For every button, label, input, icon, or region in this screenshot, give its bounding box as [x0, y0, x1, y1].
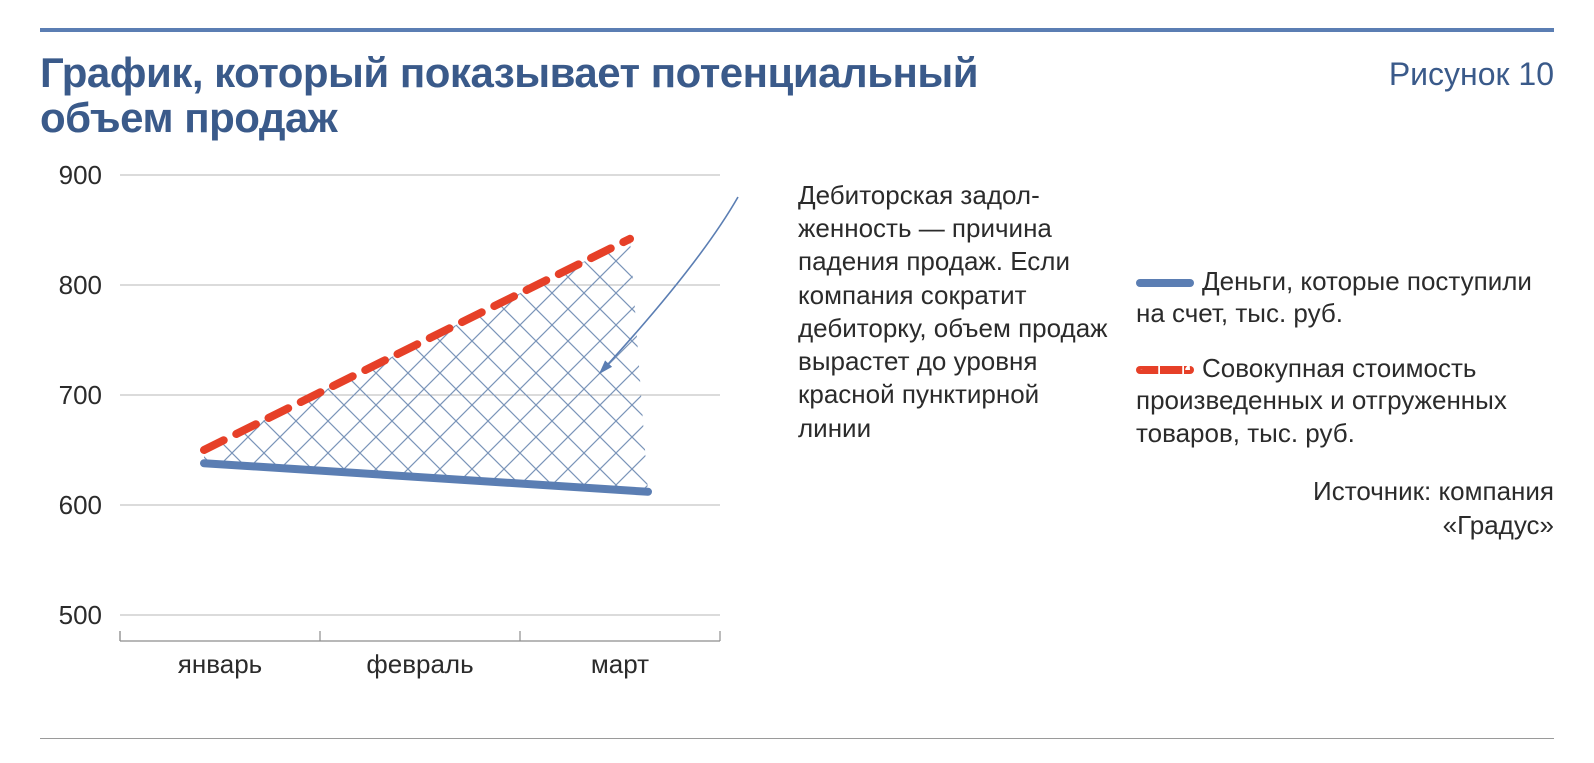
top-rule: [40, 28, 1554, 32]
legend-item-cost: Совокупная стоимость произве­денных и от…: [1136, 352, 1554, 450]
svg-text:500: 500: [59, 600, 102, 630]
figure-number: Рисунок 10: [1389, 50, 1554, 93]
svg-text:600: 600: [59, 490, 102, 520]
chart-column: 500 600 700 800 900 январь февраль март: [40, 165, 770, 685]
figure-title: График, который показывает потенциальный…: [40, 50, 1000, 141]
source-line2: «Градус»: [1443, 510, 1554, 540]
bottom-rule: [40, 738, 1554, 739]
figure-header: График, который показывает потенциальный…: [40, 50, 1554, 141]
svg-text:январь: январь: [178, 649, 262, 679]
source-line1: Источник: компания: [1313, 476, 1554, 506]
svg-text:март: март: [591, 649, 649, 679]
legend-column: Деньги, которые поступили на счет, тыс. …: [1136, 165, 1554, 543]
svg-text:900: 900: [59, 165, 102, 190]
svg-text:февраль: февраль: [366, 649, 473, 679]
svg-text:800: 800: [59, 270, 102, 300]
annotation-column: Дебиторская задол­женность — причи­на па…: [798, 165, 1108, 445]
legend-swatch-dashed: [1136, 366, 1194, 374]
source-credit: Источник: компания «Градус»: [1136, 475, 1554, 543]
figure-container: График, который показывает потенциальный…: [0, 0, 1594, 763]
sales-chart: 500 600 700 800 900 январь февраль март: [40, 165, 770, 685]
legend-label-money: Деньги, которые поступили на счет, тыс. …: [1136, 266, 1532, 329]
figure-body: 500 600 700 800 900 январь февраль март Дебитор…: [40, 165, 1554, 685]
legend-item-money: Деньги, которые поступили на счет, тыс. …: [1136, 265, 1554, 330]
svg-text:700: 700: [59, 380, 102, 410]
annotation-text: Дебиторская задол­женность — причи­на па…: [798, 179, 1108, 445]
legend-swatch-solid: [1136, 279, 1194, 287]
